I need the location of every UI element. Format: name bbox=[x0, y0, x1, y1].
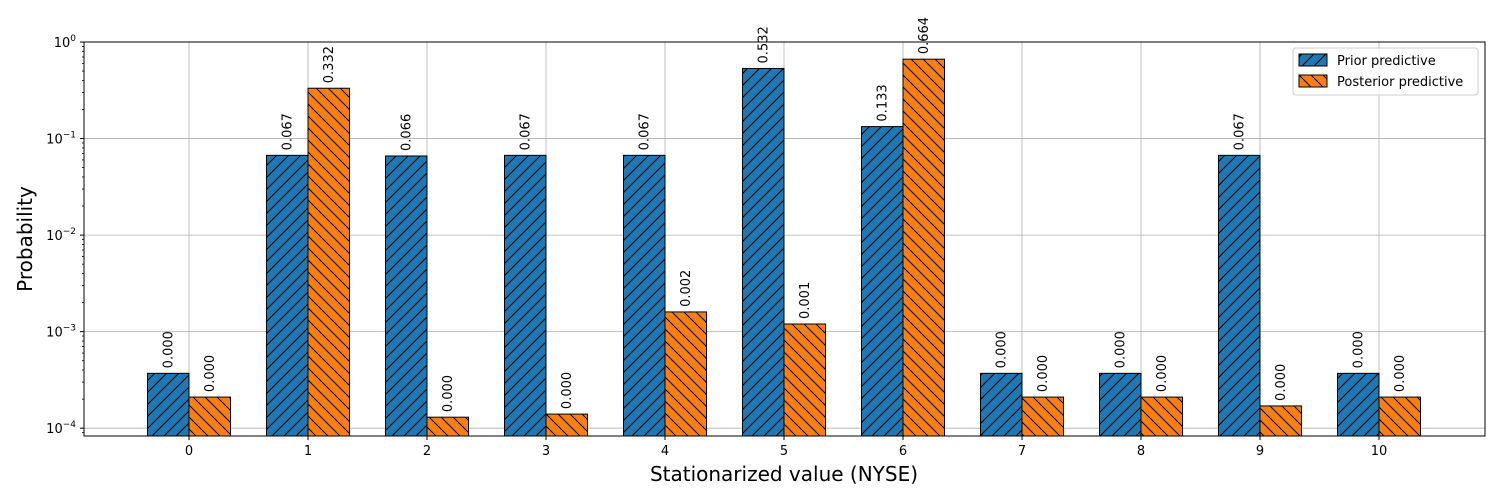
bar-label-posterior: 0.000 bbox=[1155, 355, 1170, 392]
bar-prior bbox=[980, 372, 1023, 437]
bar-label-prior: 0.067 bbox=[518, 113, 533, 150]
bar-label-posterior: 0.000 bbox=[1393, 355, 1408, 392]
bar-posterior bbox=[188, 396, 231, 437]
bar-label-prior: 0.067 bbox=[280, 113, 295, 150]
bar-label-prior: 0.067 bbox=[1232, 113, 1247, 150]
bar-label-prior: 0.532 bbox=[756, 26, 771, 63]
bar-posterior bbox=[545, 413, 588, 437]
bar-label-prior: 0.067 bbox=[637, 113, 652, 150]
bar-prior bbox=[1337, 372, 1380, 437]
legend-swatch-prior bbox=[1298, 53, 1328, 67]
bar-label-posterior: 0.001 bbox=[798, 282, 813, 319]
bar-posterior bbox=[664, 311, 707, 437]
bar-label-posterior: 0.332 bbox=[322, 46, 337, 83]
bar-label-posterior: 0.664 bbox=[917, 17, 932, 54]
bar-label-posterior: 0.000 bbox=[441, 375, 456, 412]
bar-posterior bbox=[902, 58, 945, 437]
bar-label-prior: 0.000 bbox=[1351, 331, 1366, 368]
y-tick-label: 100 bbox=[54, 34, 77, 51]
x-tick-label: 2 bbox=[423, 444, 431, 459]
bars bbox=[147, 58, 1421, 437]
bar-label-posterior: 0.000 bbox=[1036, 355, 1051, 392]
y-tick-label: 10−3 bbox=[46, 324, 76, 341]
x-tick-label: 6 bbox=[899, 444, 907, 459]
x-tick-label: 4 bbox=[661, 444, 669, 459]
bar-label-posterior: 0.000 bbox=[560, 372, 575, 409]
legend-frame bbox=[1292, 47, 1479, 96]
y-axis-label: Probability bbox=[13, 186, 37, 292]
legend-swatch-posterior bbox=[1298, 74, 1328, 88]
bar-posterior bbox=[783, 323, 826, 437]
x-axis-label: Stationarized value (NYSE) bbox=[650, 462, 918, 486]
bar-label-prior: 0.000 bbox=[161, 331, 176, 368]
x-tick-label: 8 bbox=[1137, 444, 1145, 459]
x-tick-label: 7 bbox=[1018, 444, 1026, 459]
legend-label-posterior: Posterior predictive bbox=[1337, 75, 1463, 90]
bar-prior bbox=[623, 154, 666, 437]
bar-posterior bbox=[1140, 396, 1183, 437]
x-tick-label: 9 bbox=[1256, 444, 1264, 459]
bar-posterior bbox=[1378, 396, 1421, 437]
bar-label-posterior: 0.002 bbox=[679, 270, 694, 307]
bar-label-posterior: 0.000 bbox=[1274, 364, 1289, 401]
bar-label-posterior: 0.000 bbox=[203, 355, 218, 392]
bar-prior bbox=[1099, 372, 1142, 437]
bar-label-prior: 0.066 bbox=[399, 114, 414, 151]
bar-label-prior: 0.000 bbox=[994, 331, 1009, 368]
x-tick-label: 1 bbox=[304, 444, 312, 459]
bar-label-prior: 0.000 bbox=[1113, 331, 1128, 368]
bar-prior bbox=[861, 126, 904, 437]
legend: Prior predictive Posterior predictive bbox=[1292, 47, 1479, 96]
y-tick-label: 10−2 bbox=[46, 227, 76, 244]
y-tick-label: 10−1 bbox=[46, 131, 76, 148]
bar-label-prior: 0.133 bbox=[875, 84, 890, 121]
bar-prior bbox=[504, 154, 547, 437]
bar-posterior bbox=[1259, 405, 1302, 437]
bar-prior bbox=[1218, 154, 1261, 437]
x-tick-label: 10 bbox=[1371, 444, 1388, 459]
bar-prior bbox=[742, 67, 785, 437]
bar-posterior bbox=[307, 87, 350, 437]
bar-prior bbox=[385, 155, 428, 437]
y-tick-label: 10−4 bbox=[46, 420, 76, 437]
legend-label-prior: Prior predictive bbox=[1337, 54, 1436, 69]
bar-posterior bbox=[1021, 396, 1064, 437]
bar-prior bbox=[147, 372, 190, 437]
y-axis-ticks: 10−4 10−3 10−2 10−1 100 bbox=[46, 34, 84, 437]
bar-prior bbox=[266, 154, 309, 437]
x-tick-label: 5 bbox=[780, 444, 788, 459]
x-tick-label: 3 bbox=[542, 444, 550, 459]
x-axis-ticks: 0 1 2 3 4 5 6 7 8 9 10 bbox=[185, 436, 1387, 459]
bar-posterior bbox=[426, 416, 469, 437]
bar-labels: 0.000 0.067 0.066 0.067 0.067 0.532 0.133 0.000… bbox=[161, 17, 1408, 412]
x-tick-label: 0 bbox=[185, 444, 193, 459]
